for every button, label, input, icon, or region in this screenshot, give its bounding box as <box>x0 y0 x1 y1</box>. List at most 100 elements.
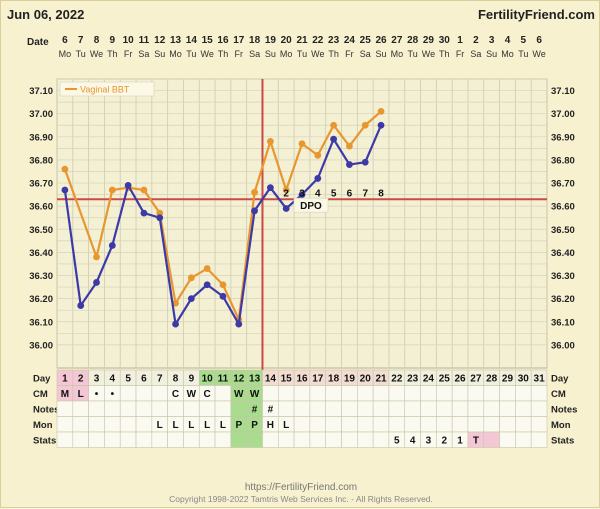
table-cell <box>104 431 121 448</box>
table-cell <box>515 431 532 448</box>
y-tick-right: 36.50 <box>551 225 575 236</box>
table-cell <box>499 400 516 417</box>
cell-mon: L <box>204 420 210 431</box>
cell-days: 16 <box>296 374 308 385</box>
table-cell <box>483 431 500 448</box>
cell-days: 20 <box>360 374 372 385</box>
y-tick-left: 36.00 <box>29 340 53 351</box>
dpo-number: 2 <box>283 188 289 199</box>
table-cell <box>388 416 406 433</box>
data-point-0 <box>203 265 211 272</box>
cell-days: 19 <box>344 374 356 385</box>
data-point-1 <box>124 181 132 189</box>
cell-mon: P <box>251 420 258 431</box>
date-label: 18 <box>249 35 261 46</box>
legend-box <box>59 81 155 97</box>
date-label: 10 <box>123 35 135 46</box>
table-cell <box>135 431 153 448</box>
data-point-1 <box>235 320 243 328</box>
weekday-label: Mo <box>280 49 293 59</box>
y-tick-right: 37.10 <box>551 86 575 97</box>
table-cell <box>214 431 232 448</box>
table-cell <box>293 431 311 448</box>
cell-days: 17 <box>312 374 324 385</box>
table-cell <box>420 416 437 433</box>
table-cell <box>293 400 311 417</box>
y-tick-right: 36.10 <box>551 317 575 328</box>
cell-days: 21 <box>375 374 387 385</box>
date-label: 6 <box>536 35 542 46</box>
data-point-1 <box>298 191 306 199</box>
table-cell <box>167 400 184 417</box>
table-cell <box>515 385 532 402</box>
table-cell <box>357 431 374 448</box>
table-cell <box>88 400 105 417</box>
weekday-label: Sa <box>360 49 371 59</box>
date-label: 12 <box>154 35 166 46</box>
y-tick-left: 37.10 <box>29 86 53 97</box>
table-cell <box>119 431 137 448</box>
cell-days: 26 <box>455 374 467 385</box>
cell-stats: T <box>473 436 479 447</box>
table-cell <box>467 400 485 417</box>
data-point-1 <box>219 292 227 300</box>
cell-mon: H <box>267 420 274 431</box>
cell-cm: W <box>187 389 197 400</box>
row-label-right: CM <box>551 389 566 400</box>
cell-mon: P <box>235 420 242 431</box>
cell-days: 9 <box>189 374 195 385</box>
table-cell <box>404 416 421 433</box>
table-cell <box>515 400 532 417</box>
date-label: 17 <box>233 35 245 46</box>
table-cell <box>404 385 421 402</box>
data-point-1 <box>203 281 211 289</box>
data-point-1 <box>314 175 322 182</box>
table-cell <box>277 400 295 417</box>
cell-stats: 3 <box>426 436 432 447</box>
cell-days: 12 <box>233 374 245 385</box>
y-tick-left: 36.10 <box>29 317 53 328</box>
data-point-1 <box>377 121 385 129</box>
table-cell <box>151 431 168 448</box>
date-label: 1 <box>457 35 463 46</box>
table-cell <box>341 416 358 433</box>
date-label: 15 <box>202 35 214 46</box>
weekday-label: We <box>311 49 324 59</box>
cell-days: 3 <box>94 374 100 385</box>
weekday-label: Tu <box>76 49 86 59</box>
dpo-number: 7 <box>362 188 368 199</box>
weekday-label: Fr <box>345 49 354 59</box>
table-cell <box>104 400 121 417</box>
table-cell <box>451 400 469 417</box>
data-point-1 <box>172 320 179 328</box>
cell-stats: 5 <box>394 436 400 447</box>
table-cell <box>451 416 469 433</box>
y-tick-left: 36.20 <box>29 294 53 305</box>
table-cell <box>214 385 232 402</box>
y-tick-right: 36.30 <box>551 271 575 282</box>
date-label: 20 <box>281 35 293 46</box>
table-cell <box>309 416 327 433</box>
data-point-1 <box>251 207 258 215</box>
cell-cm: L <box>78 389 84 400</box>
table-cell <box>372 431 390 448</box>
cell-days: 1 <box>62 374 68 385</box>
cell-days: 11 <box>218 374 229 385</box>
cell-days: 10 <box>202 374 214 385</box>
weekday-label: We <box>90 49 103 59</box>
table-cell <box>167 431 184 448</box>
weekday-label: Su <box>154 49 165 59</box>
table-cell <box>372 385 390 402</box>
y-tick-right: 36.40 <box>551 248 575 259</box>
cell-days: 31 <box>534 374 546 385</box>
table-cell <box>230 400 247 417</box>
chart-date: Jun 06, 2022 <box>7 7 84 22</box>
weekday-label: Fr <box>235 49 244 59</box>
data-point-0 <box>266 138 274 145</box>
y-tick-right: 36.00 <box>551 340 575 351</box>
table-cell <box>198 431 216 448</box>
date-row-label: Date <box>27 37 49 48</box>
cell-stats: 1 <box>457 436 463 447</box>
table-cell <box>420 385 437 402</box>
weekday-label: We <box>422 49 435 59</box>
